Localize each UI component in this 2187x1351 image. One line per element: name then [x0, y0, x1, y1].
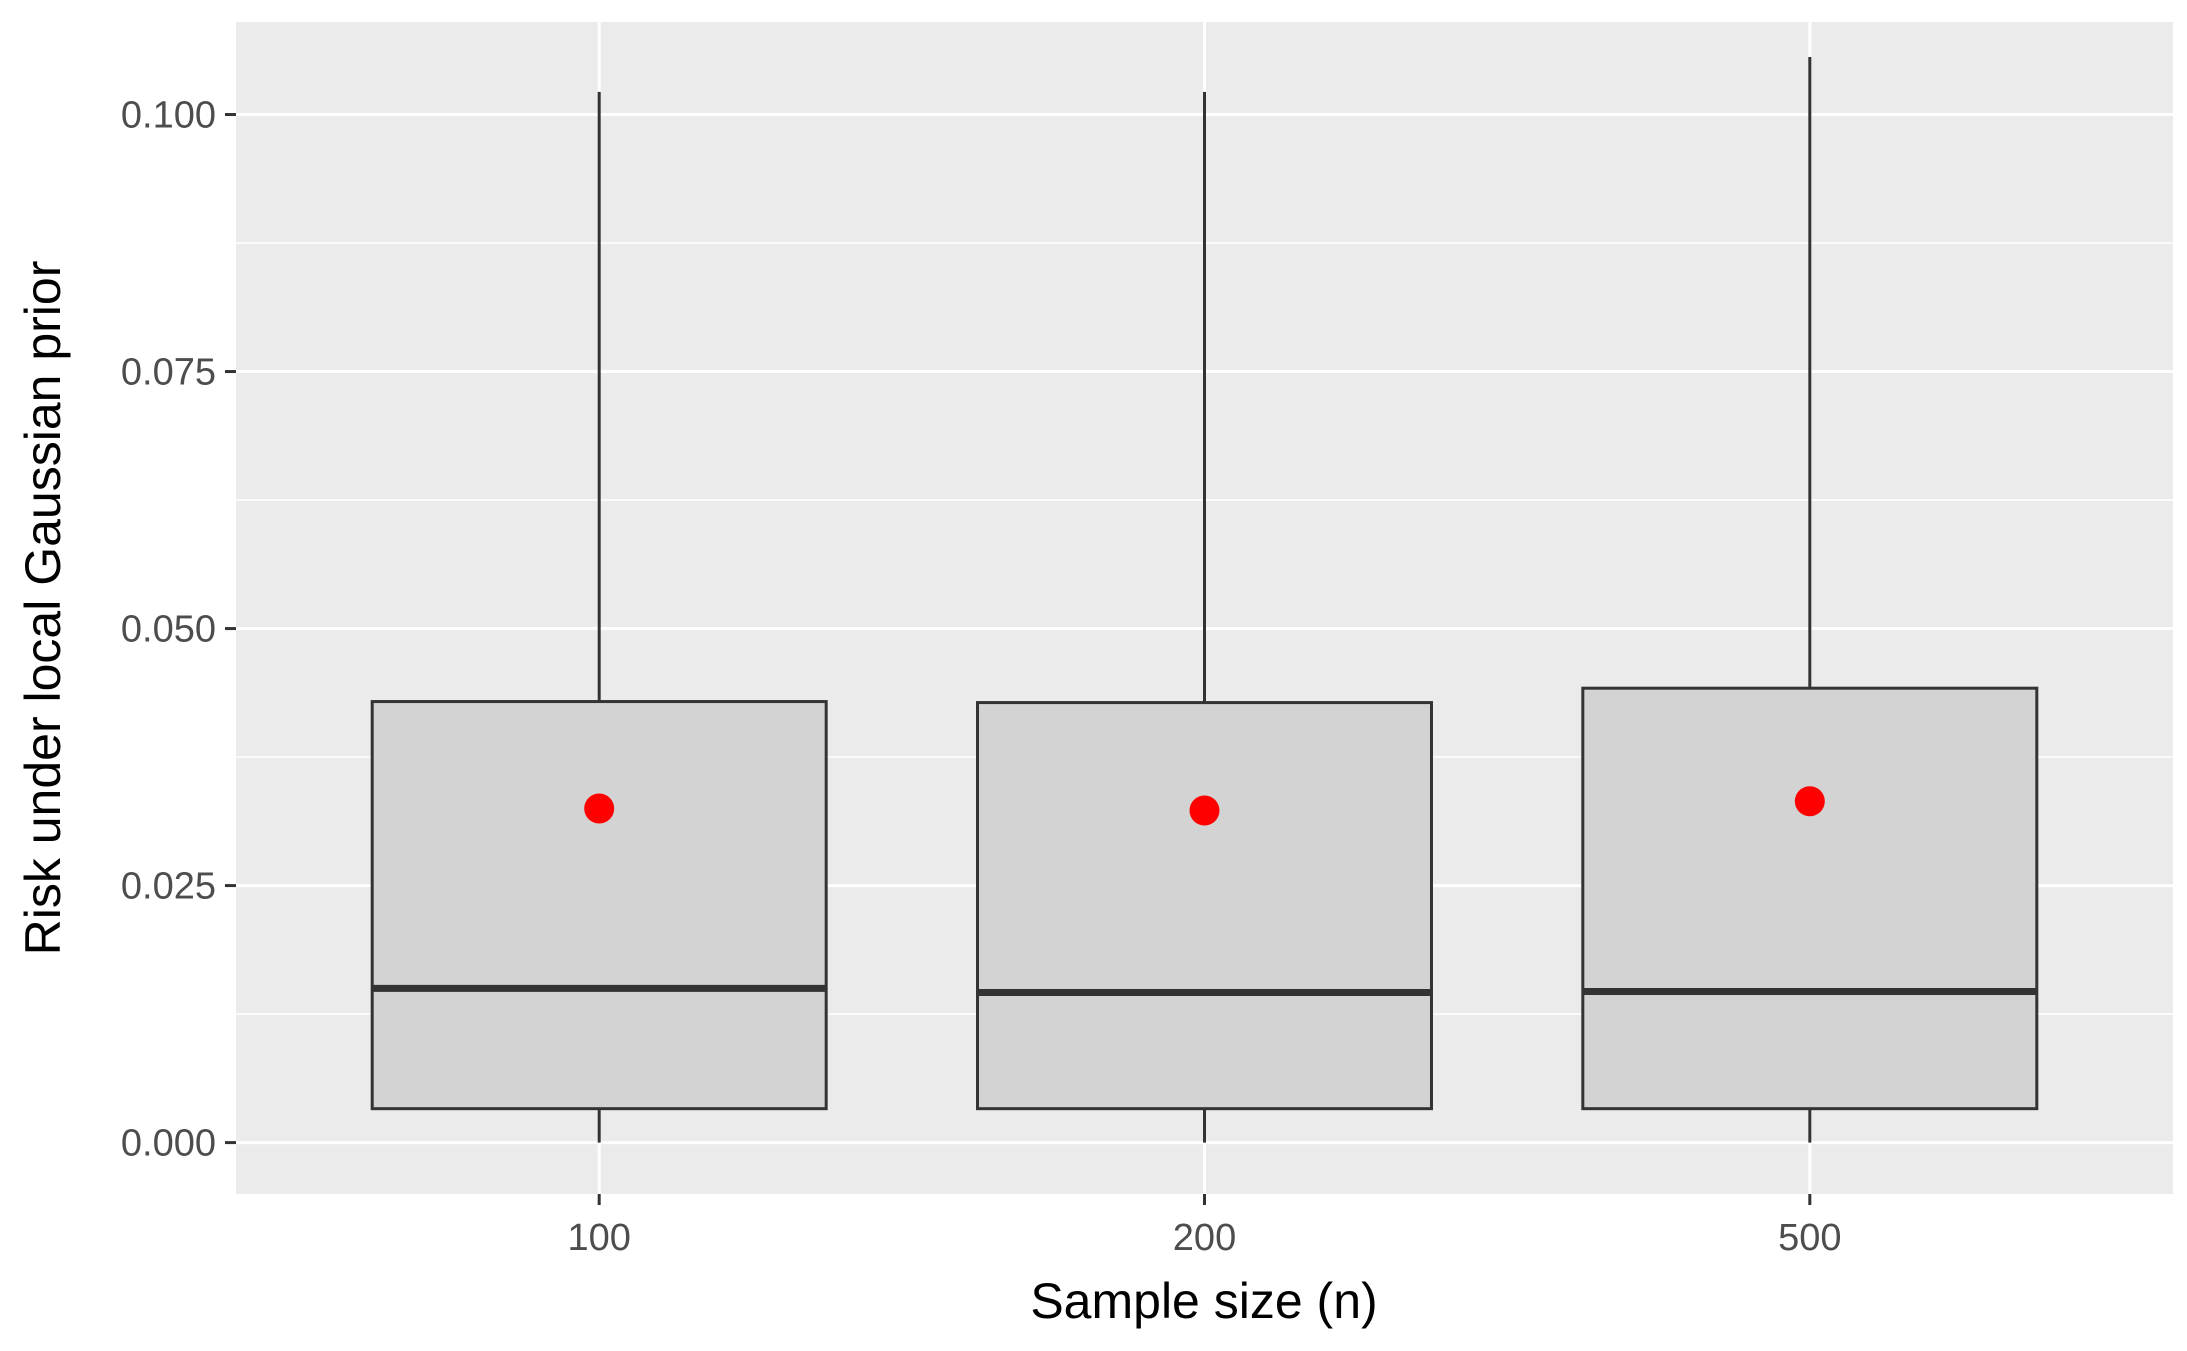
- box-500: [1581, 56, 2039, 1143]
- box-iqr: [976, 701, 1433, 1111]
- mean-point: [1794, 786, 1825, 817]
- box-iqr: [1581, 686, 2039, 1111]
- x-axis-title: Sample size (n): [1030, 1273, 1377, 1329]
- y-tick-label: 0.025: [121, 866, 216, 908]
- box-100: [370, 91, 828, 1143]
- x-tick-label: 100: [567, 1217, 630, 1259]
- y-tick-label: 0.000: [121, 1123, 216, 1165]
- box-200: [976, 91, 1433, 1143]
- x-tick-label: 500: [1778, 1217, 1841, 1259]
- y-axis-title: Risk under local Gaussian prior: [15, 261, 71, 956]
- y-tick-label: 0.050: [121, 609, 216, 651]
- y-axis: 0.000 0.025 0.050 0.075 0.100: [121, 95, 236, 1165]
- boxes: [370, 56, 2039, 1143]
- y-tick-label: 0.075: [121, 352, 216, 394]
- mean-point: [1189, 795, 1220, 826]
- x-tick-label: 200: [1173, 1217, 1236, 1259]
- box-iqr: [370, 700, 828, 1111]
- y-tick-label: 0.100: [121, 95, 216, 137]
- x-axis: 100 200 500: [567, 1194, 1842, 1259]
- mean-point: [584, 793, 615, 824]
